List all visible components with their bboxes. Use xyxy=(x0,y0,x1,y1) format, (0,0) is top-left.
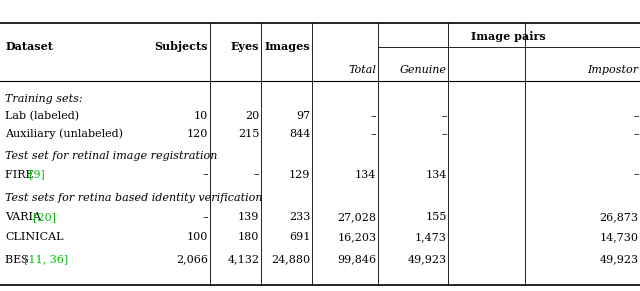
Text: Lab (labeled): Lab (labeled) xyxy=(5,111,79,122)
Text: Genuine: Genuine xyxy=(400,65,447,75)
Text: –: – xyxy=(371,129,376,139)
Text: 134: 134 xyxy=(426,170,447,180)
Text: Image pairs: Image pairs xyxy=(472,31,546,42)
Text: CLINICAL: CLINICAL xyxy=(5,232,63,242)
Text: Subjects: Subjects xyxy=(154,41,208,52)
Text: Eyes: Eyes xyxy=(230,41,259,52)
Text: 844: 844 xyxy=(289,129,310,139)
Text: –: – xyxy=(202,212,208,222)
Text: Impostor: Impostor xyxy=(588,65,639,75)
Text: 24,880: 24,880 xyxy=(271,255,310,265)
Text: 99,846: 99,846 xyxy=(337,255,376,265)
Text: 97: 97 xyxy=(296,111,310,121)
Text: 180: 180 xyxy=(238,232,259,242)
Text: 27,028: 27,028 xyxy=(337,212,376,222)
Text: [11, 36]: [11, 36] xyxy=(24,255,68,265)
Text: Training sets:: Training sets: xyxy=(5,94,83,104)
Text: 49,923: 49,923 xyxy=(600,255,639,265)
Text: –: – xyxy=(633,111,639,121)
Text: 20: 20 xyxy=(245,111,259,121)
Text: –: – xyxy=(202,170,208,180)
Text: 100: 100 xyxy=(187,232,208,242)
Text: –: – xyxy=(371,111,376,121)
Text: Dataset: Dataset xyxy=(5,41,53,52)
Text: 129: 129 xyxy=(289,170,310,180)
Text: 10: 10 xyxy=(194,111,208,121)
Text: 233: 233 xyxy=(289,212,310,222)
Text: FIRE: FIRE xyxy=(5,170,37,180)
Text: 14,730: 14,730 xyxy=(600,232,639,242)
Text: Images: Images xyxy=(265,41,310,52)
Text: –: – xyxy=(441,111,447,121)
Text: VARIA: VARIA xyxy=(5,212,45,222)
Text: –: – xyxy=(633,129,639,139)
Text: 139: 139 xyxy=(238,212,259,222)
Text: 215: 215 xyxy=(238,129,259,139)
Text: [20]: [20] xyxy=(33,212,56,222)
Text: 49,923: 49,923 xyxy=(408,255,447,265)
Text: 120: 120 xyxy=(187,129,208,139)
Text: 16,203: 16,203 xyxy=(337,232,376,242)
Text: 134: 134 xyxy=(355,170,376,180)
Text: Test set for retinal image registration: Test set for retinal image registration xyxy=(5,151,218,161)
Text: Total: Total xyxy=(348,65,376,75)
Text: 691: 691 xyxy=(289,232,310,242)
Text: Test sets for retina based identity verification: Test sets for retina based identity veri… xyxy=(5,193,262,203)
Text: 155: 155 xyxy=(426,212,447,222)
Text: –: – xyxy=(441,129,447,139)
Text: 26,873: 26,873 xyxy=(600,212,639,222)
Text: 4,132: 4,132 xyxy=(227,255,259,265)
Text: –: – xyxy=(633,170,639,180)
Text: 2,066: 2,066 xyxy=(176,255,208,265)
Text: 1,473: 1,473 xyxy=(415,232,447,242)
Text: Auxiliary (unlabeled): Auxiliary (unlabeled) xyxy=(5,129,123,139)
Text: [9]: [9] xyxy=(29,170,45,180)
Text: –: – xyxy=(253,170,259,180)
Text: BES: BES xyxy=(5,255,33,265)
